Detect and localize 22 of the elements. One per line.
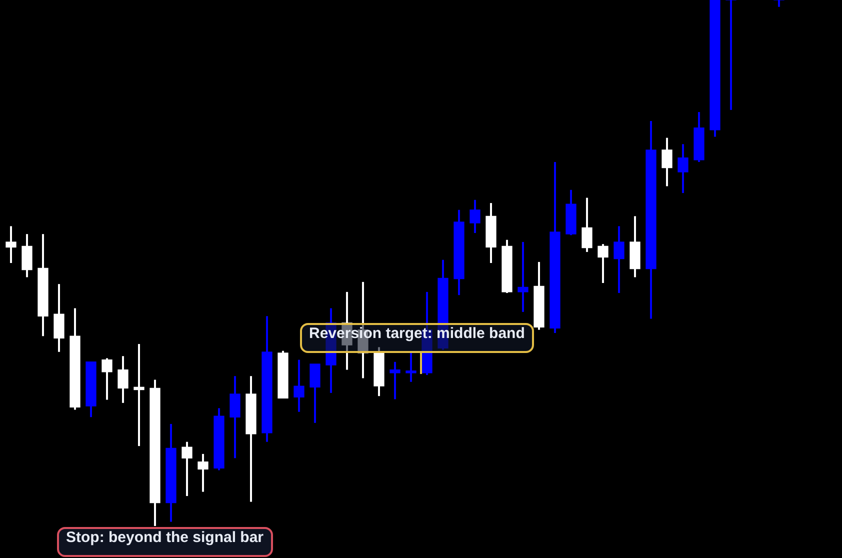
- candlestick: [774, 0, 784, 8]
- candlestick: [230, 375, 240, 460]
- candlestick: [406, 352, 416, 383]
- candlestick: [102, 357, 112, 401]
- annotation: Reversion target: middle band: [300, 323, 534, 353]
- candlestick: [614, 225, 624, 294]
- candlestick: [310, 362, 320, 424]
- candlestick: [390, 360, 400, 400]
- candlestick: [6, 225, 16, 264]
- candlestick: [470, 198, 480, 234]
- candlestick: [726, 0, 736, 111]
- candlestick: [182, 440, 192, 498]
- candlestick: [118, 355, 128, 404]
- candlestick: [662, 136, 672, 188]
- candlestick: [518, 240, 528, 313]
- candlestick: [582, 196, 592, 253]
- candlestick: [678, 143, 688, 194]
- candlestick: [598, 243, 608, 284]
- candlestick: [198, 452, 208, 493]
- candlestick: [294, 358, 304, 413]
- text: Stop: beyond the signal bar: [57, 527, 273, 557]
- candlestick: [134, 343, 144, 448]
